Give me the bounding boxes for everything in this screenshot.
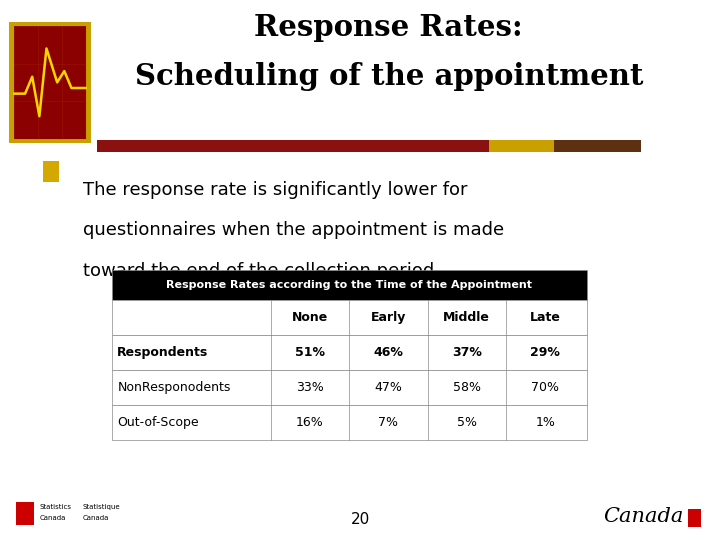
- FancyBboxPatch shape: [16, 502, 34, 525]
- Text: Scheduling of the appointment: Scheduling of the appointment: [135, 62, 643, 91]
- Text: Statistics: Statistics: [40, 504, 71, 510]
- Text: None: None: [292, 310, 328, 324]
- Text: 33%: 33%: [296, 381, 324, 394]
- Text: 51%: 51%: [295, 346, 325, 359]
- Text: Late: Late: [530, 310, 561, 324]
- Text: 29%: 29%: [531, 346, 560, 359]
- FancyBboxPatch shape: [9, 22, 91, 143]
- FancyBboxPatch shape: [112, 300, 587, 335]
- FancyBboxPatch shape: [112, 335, 587, 370]
- FancyBboxPatch shape: [14, 26, 86, 139]
- Text: The response rate is significantly lower for: The response rate is significantly lower…: [83, 181, 467, 199]
- Text: 46%: 46%: [374, 346, 403, 359]
- Text: 1%: 1%: [535, 416, 555, 429]
- Text: Respondents: Respondents: [117, 346, 209, 359]
- Text: Early: Early: [371, 310, 406, 324]
- Text: Out-of-Scope: Out-of-Scope: [117, 416, 199, 429]
- FancyBboxPatch shape: [688, 509, 701, 526]
- Text: Canada: Canada: [83, 515, 109, 521]
- Text: toward the end of the collection period.: toward the end of the collection period.: [83, 262, 440, 280]
- FancyBboxPatch shape: [489, 140, 554, 152]
- Text: 58%: 58%: [453, 381, 481, 394]
- FancyBboxPatch shape: [43, 161, 59, 182]
- Text: Response Rates:: Response Rates:: [254, 14, 523, 43]
- Text: 37%: 37%: [452, 346, 482, 359]
- FancyBboxPatch shape: [554, 140, 641, 152]
- Text: Middle: Middle: [444, 310, 490, 324]
- Text: questionnaires when the appointment is made: questionnaires when the appointment is m…: [83, 221, 504, 239]
- Text: Statistique: Statistique: [83, 504, 120, 510]
- FancyBboxPatch shape: [97, 140, 489, 152]
- FancyBboxPatch shape: [112, 270, 587, 300]
- Text: Canada: Canada: [40, 515, 66, 521]
- Text: 16%: 16%: [296, 416, 324, 429]
- Text: 5%: 5%: [456, 416, 477, 429]
- Text: 47%: 47%: [374, 381, 402, 394]
- Text: Canada: Canada: [603, 508, 684, 526]
- Text: Response Rates according to the Time of the Appointment: Response Rates according to the Time of …: [166, 280, 532, 290]
- FancyBboxPatch shape: [112, 405, 587, 440]
- Text: 70%: 70%: [531, 381, 559, 394]
- Text: 20: 20: [351, 511, 369, 526]
- FancyBboxPatch shape: [112, 370, 587, 405]
- Text: 7%: 7%: [379, 416, 398, 429]
- Text: NonResponodents: NonResponodents: [117, 381, 230, 394]
